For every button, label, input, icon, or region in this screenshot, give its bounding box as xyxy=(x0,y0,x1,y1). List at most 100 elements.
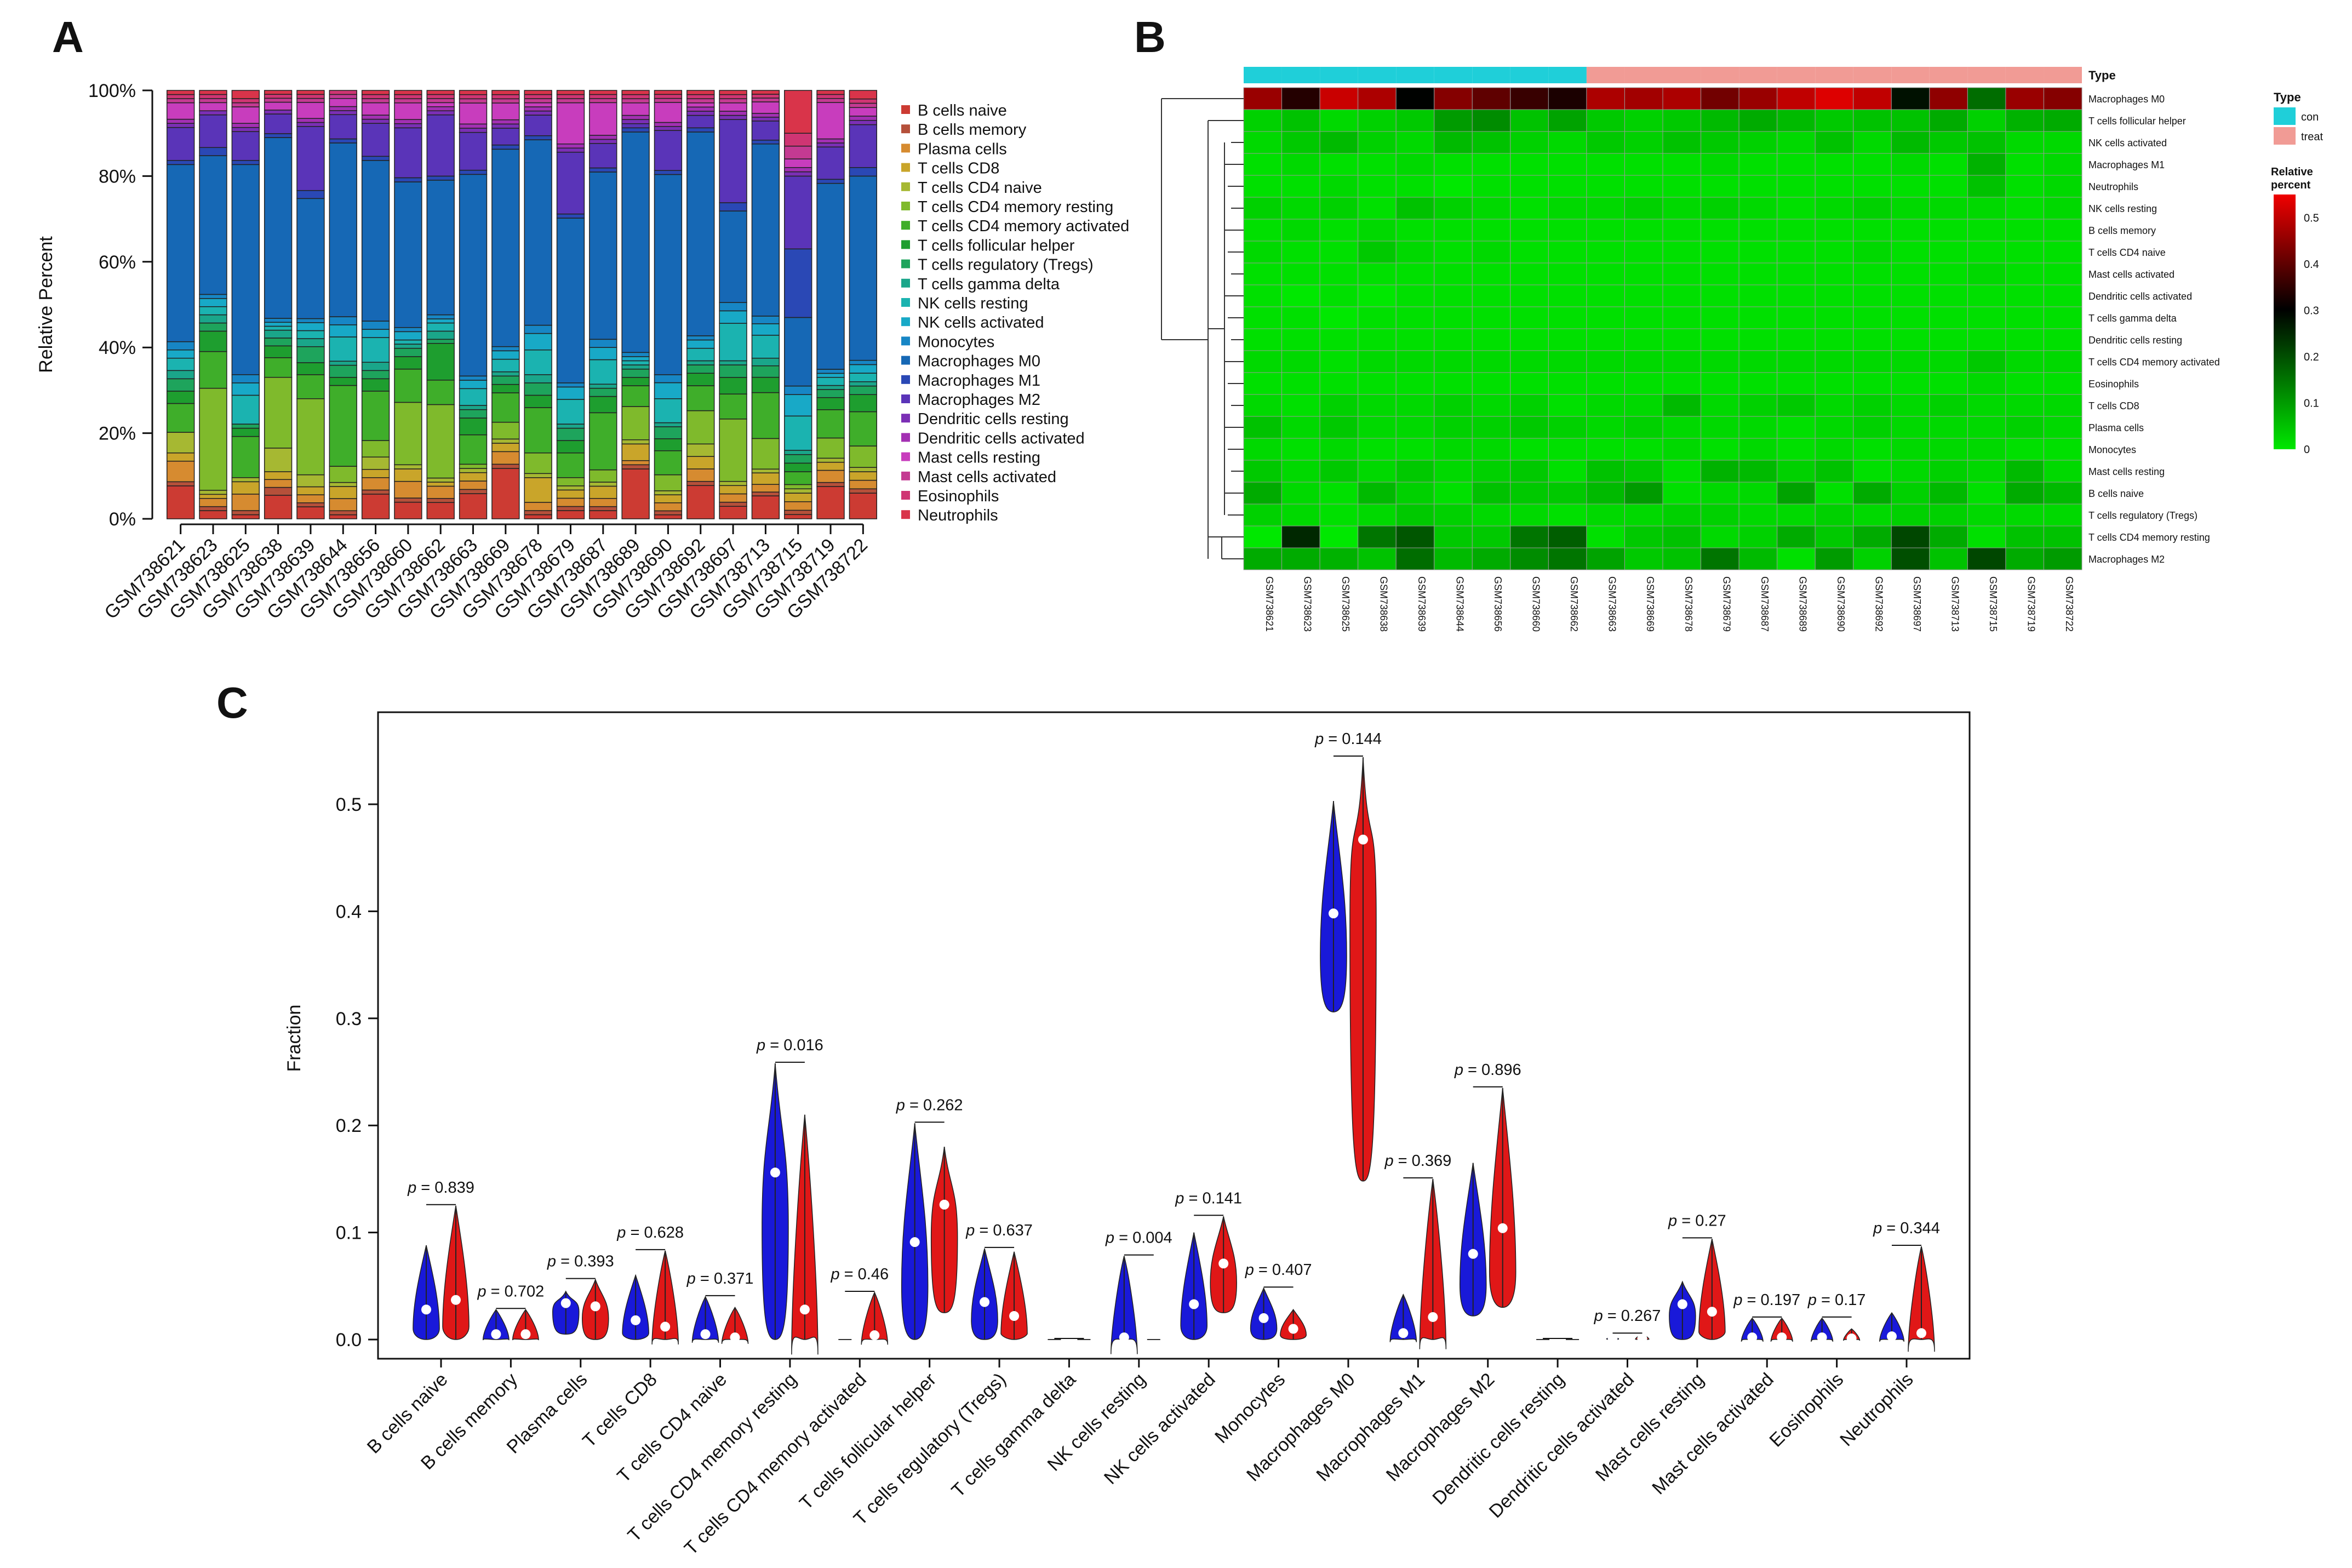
bar-segment-gsm738678-monocytes xyxy=(524,324,552,334)
bar-segment-gsm738678-t-cells-cd4-naive xyxy=(524,473,552,478)
bar-segment-gsm738656-macrophages-m1 xyxy=(361,156,390,161)
heatmap-cell-t-cells-regulatory-tregs-gsm738669 xyxy=(1624,503,1663,527)
heatmap-cell-dendritic-cells-activated-gsm738690 xyxy=(1815,284,1854,307)
heatmap-cell-t-cells-cd4-naive-gsm738625 xyxy=(1319,241,1359,264)
bar-segment-gsm738715-eosinophils xyxy=(784,133,812,147)
y-tick-label: 0.3 xyxy=(336,1009,362,1029)
bar-segment-gsm738656-t-cells-follicular-helper xyxy=(361,378,390,392)
heatmap-cell-t-cells-regulatory-tregs-gsm738713 xyxy=(1929,503,1968,527)
bar-segment-gsm738690-t-cells-regulatory-tregs xyxy=(654,426,683,439)
heatmap-cell-neutrophils-gsm738692 xyxy=(1853,175,1892,198)
heatmap-cell-t-cells-cd4-memory-activated-gsm738697 xyxy=(1891,350,1930,373)
bar-segment-gsm738621-b-cells-memory xyxy=(166,481,195,487)
bar-segment-gsm738625-macrophages-m2 xyxy=(231,131,260,161)
panel-b-heatmap: Type Macrophages M0 T cells follicular hel… xyxy=(1161,67,2323,632)
bar-segment-gsm738719-t-cells-cd4-naive xyxy=(816,457,845,463)
violin-treat-mast-cells-resting-median xyxy=(1707,1307,1717,1317)
bar-segment-gsm738656-dendritic-cells-activated xyxy=(361,115,390,120)
y-tick-label: 0% xyxy=(109,509,136,530)
heatmap-cell-t-cells-cd4-memory-resting-gsm738625 xyxy=(1319,525,1359,548)
heatmap-cell-mast-cells-activated-gsm738689 xyxy=(1777,262,1816,285)
heatmap-cell-dendritic-cells-activated-gsm738678 xyxy=(1662,284,1702,307)
bar-segment-gsm738692-monocytes xyxy=(686,335,715,341)
bar-segment-gsm738644-mast-cells-resting xyxy=(329,98,357,107)
bar-segment-gsm738621-nk-cells-activated xyxy=(166,349,195,359)
heatmap-cell-t-cells-regulatory-tregs-gsm738623 xyxy=(1281,503,1320,527)
x-tick-label-neutrophils: Neutrophils xyxy=(1836,1369,1917,1450)
bar-segment-gsm738719-b-cells-naive xyxy=(816,486,845,519)
heatmap-cell-neutrophils-gsm738623 xyxy=(1281,175,1320,198)
heatmap-cell-macrophages-m0-gsm738638 xyxy=(1358,87,1397,110)
heatmap-cell-dendritic-cells-resting-gsm738623 xyxy=(1281,328,1320,351)
heatmap-cell-dendritic-cells-resting-gsm738656 xyxy=(1472,328,1511,351)
heatmap-cell-b-cells-memory-gsm738678 xyxy=(1662,219,1702,242)
bar-segment-gsm738715-t-cells-cd4-memory-resting xyxy=(784,484,812,490)
bar-segment-gsm738715-t-cells-cd8 xyxy=(784,493,812,502)
bar-segment-gsm738621-eosinophils xyxy=(166,94,195,99)
bar-segment-gsm738623-mast-cells-resting xyxy=(199,102,227,111)
heatmap-cell-t-cells-cd4-memory-resting-gsm738689 xyxy=(1777,525,1816,548)
heatmap-cell-t-cells-cd4-memory-resting-gsm738623 xyxy=(1281,525,1320,548)
bar-segment-gsm738639-dendritic-cells-resting xyxy=(296,122,325,127)
pvalue-mast-cells-resting: p = 0.27 xyxy=(1668,1212,1726,1229)
heatmap-cell-mast-cells-activated-gsm738697 xyxy=(1891,262,1930,285)
violin-treat-t-cells-cd4-naive-median xyxy=(730,1332,740,1343)
bar-segment-gsm738692-t-cells-gamma-delta xyxy=(686,360,715,365)
heatmap-cell-dendritic-cells-activated-gsm738713 xyxy=(1929,284,1968,307)
type-annotation-gsm738656 xyxy=(1472,67,1510,83)
violin-con-t-cells-cd8-median xyxy=(631,1315,641,1325)
heatmap-cell-nk-cells-activated-gsm738678 xyxy=(1662,131,1702,154)
type-annotation-gsm738687 xyxy=(1739,67,1777,83)
bar-segment-gsm738689-t-cells-cd8 xyxy=(621,443,650,461)
heatmap-cell-t-cells-cd4-memory-resting-gsm738713 xyxy=(1929,525,1968,548)
legend-swatch-mast-cells-activated xyxy=(901,471,910,480)
bar-segment-gsm738690-mast-cells-activated xyxy=(654,98,683,103)
heatmap-cell-b-cells-memory-gsm738656 xyxy=(1472,219,1511,242)
legend-label-t-cells-cd4-memory-resting: T cells CD4 memory resting xyxy=(918,198,1113,216)
bar-segment-gsm738687-t-cells-regulatory-tregs xyxy=(589,387,617,397)
heatmap-cell-t-cells-cd8-gsm738713 xyxy=(1929,394,1968,417)
legend-label-dendritic-cells-resting: Dendritic cells resting xyxy=(918,410,1069,428)
legend-label-eosinophils: Eosinophils xyxy=(918,488,999,505)
heatmap-cell-t-cells-regulatory-tregs-gsm738656 xyxy=(1472,503,1511,527)
legend-swatch-b-cells-memory xyxy=(901,124,910,134)
bar-segment-gsm738679-t-cells-gamma-delta xyxy=(556,424,585,429)
heatmap-cell-t-cells-cd4-naive-gsm738719 xyxy=(2005,241,2044,264)
heatmap-cell-b-cells-memory-gsm738722 xyxy=(2043,219,2082,242)
bar-segment-gsm738663-macrophages-m2 xyxy=(459,131,488,171)
heatmap-cell-eosinophils-gsm738663 xyxy=(1586,372,1625,395)
legend-label-t-cells-follicular-helper: T cells follicular helper xyxy=(918,237,1075,254)
heatmap-cell-t-cells-cd8-gsm738638 xyxy=(1358,394,1397,417)
bar-segment-gsm738625-nk-cells-resting xyxy=(231,394,260,425)
bar-segment-gsm738690-neutrophils xyxy=(654,90,683,95)
heatmap-cell-nk-cells-activated-gsm738715 xyxy=(1967,131,2006,154)
heatmap-cell-plasma-cells-gsm738715 xyxy=(1967,416,2006,439)
type-annotation-gsm738679 xyxy=(1701,67,1739,83)
bar-segment-gsm738621-nk-cells-resting xyxy=(166,358,195,371)
bar-segment-gsm738644-b-cells-naive xyxy=(329,514,357,519)
heatmap-cell-b-cells-memory-gsm738715 xyxy=(1967,219,2006,242)
pvalue-t-cells-follicular-helper: p = 0.262 xyxy=(896,1096,963,1114)
bar-segment-gsm738690-b-cells-memory xyxy=(654,510,683,516)
heatmap-cell-nk-cells-resting-gsm738644 xyxy=(1434,197,1473,220)
bar-segment-gsm738669-t-cells-cd4-memory-resting xyxy=(491,421,520,440)
bar-segment-gsm738678-t-cells-regulatory-tregs xyxy=(524,382,552,396)
violin-con-mast-cells-resting-median xyxy=(1677,1299,1687,1309)
heatmap-cell-mast-cells-activated-gsm738715 xyxy=(1967,262,2006,285)
type-annotation-label: Type xyxy=(2088,68,2116,82)
heatmap-cell-eosinophils-gsm738644 xyxy=(1434,372,1473,395)
bar-segment-gsm738678-mast-cells-resting xyxy=(524,102,552,107)
bar-segment-gsm738697-t-cells-cd4-memory-activated xyxy=(719,393,747,420)
bar-segment-gsm738663-t-cells-regulatory-tregs xyxy=(459,409,488,419)
bar-segment-gsm738623-t-cells-regulatory-tregs xyxy=(199,322,227,332)
heatmap-cell-mast-cells-resting-gsm738663 xyxy=(1586,460,1625,483)
bar-segment-gsm738623-nk-cells-resting xyxy=(199,306,227,316)
bar-segment-gsm738719-t-cells-regulatory-tregs xyxy=(816,389,845,398)
heatmap-cell-eosinophils-gsm738669 xyxy=(1624,372,1663,395)
bar-segment-gsm738639-macrophages-m1 xyxy=(296,190,325,199)
type-legend-swatch-con xyxy=(2274,107,2296,125)
color-scale-tick: 0.1 xyxy=(2304,397,2319,409)
x-tick-label-eosinophils: Eosinophils xyxy=(1765,1369,1847,1451)
bar-segment-gsm738669-t-cells-follicular-helper xyxy=(491,384,520,393)
bar-segment-gsm738639-t-cells-cd4-naive xyxy=(296,474,325,488)
